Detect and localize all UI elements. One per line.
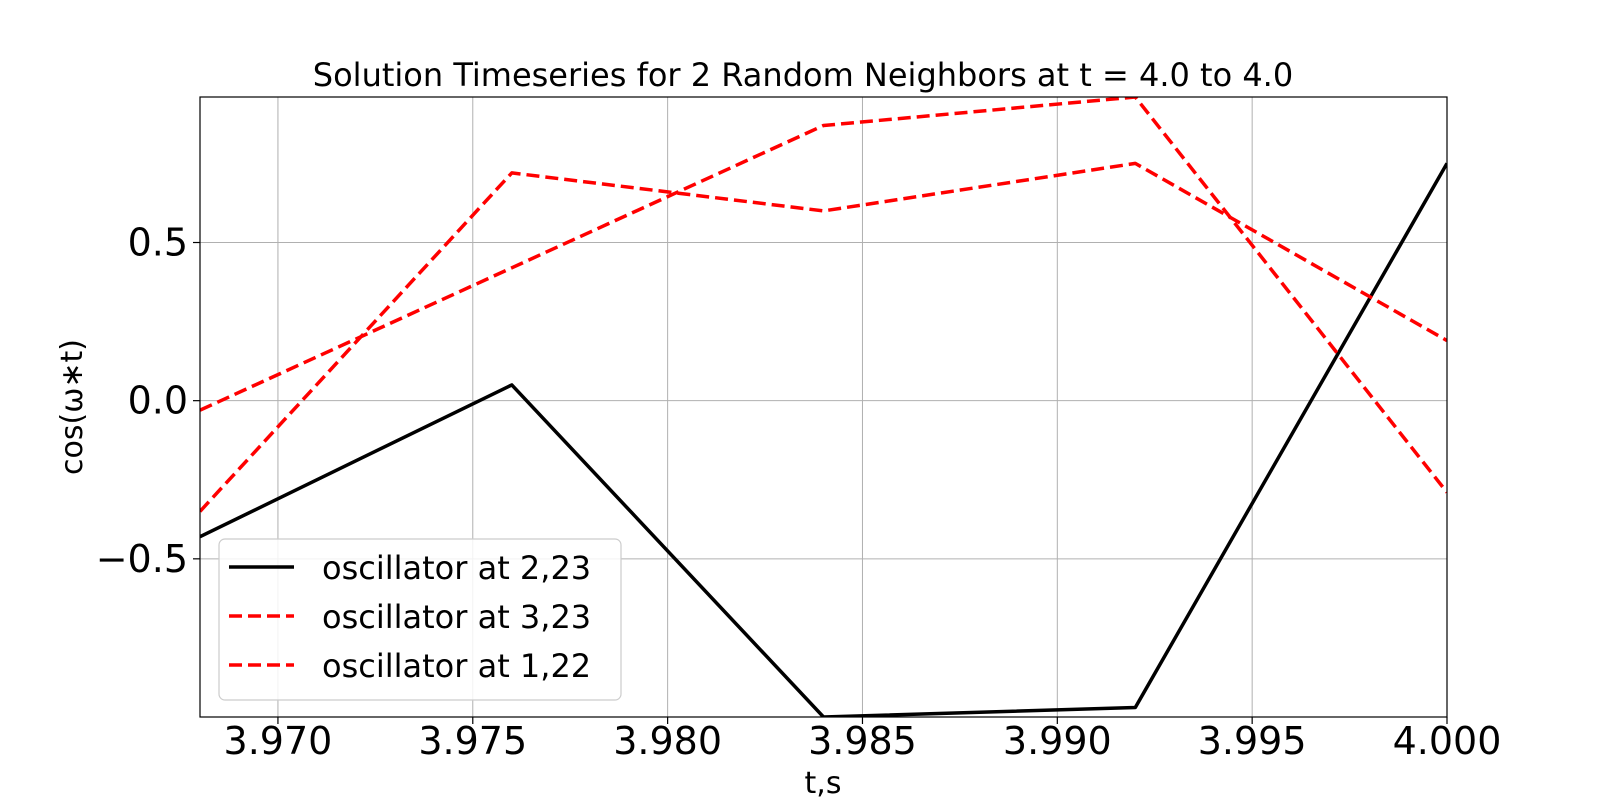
series-line-1: [200, 162, 1447, 717]
x-tick-label: 3.975: [418, 719, 527, 763]
series-line-2: [200, 161, 1447, 513]
legend-box: [218, 538, 622, 701]
x-tick-label: 3.995: [1198, 719, 1307, 763]
legend-label-3: oscillator at 1,22: [322, 647, 591, 685]
x-tick-label: 4.000: [1393, 719, 1502, 763]
y-axis-label: cos(ω∗t): [55, 339, 90, 475]
x-tick-label: 3.985: [808, 719, 917, 763]
series-line-3: [200, 97, 1447, 494]
series-lines: [200, 97, 1447, 717]
legend-label-2: oscillator at 3,23: [322, 598, 591, 636]
x-axis-ticks: 3.970 3.975 3.980 3.985 3.990 3.995 4.000: [224, 717, 1502, 763]
y-tick-label: 0.5: [128, 221, 188, 265]
x-tick-label: 3.980: [613, 719, 722, 763]
legend-label-1: oscillator at 2,23: [322, 549, 591, 587]
x-axis-label: t,s: [805, 766, 842, 800]
plot-frame: [199, 96, 1448, 718]
y-tick-label: −0.5: [96, 537, 188, 581]
x-tick-label: 3.990: [1003, 719, 1112, 763]
y-tick-label: 0.0: [128, 379, 188, 423]
chart-title: Solution Timeseries for 2 Random Neighbo…: [313, 56, 1293, 94]
y-axis-ticks: −0.5 0.0 0.5: [96, 221, 200, 581]
legend: oscillator at 2,23 oscillator at 3,23 osci…: [218, 538, 622, 701]
x-tick-label: 3.970: [224, 719, 333, 763]
